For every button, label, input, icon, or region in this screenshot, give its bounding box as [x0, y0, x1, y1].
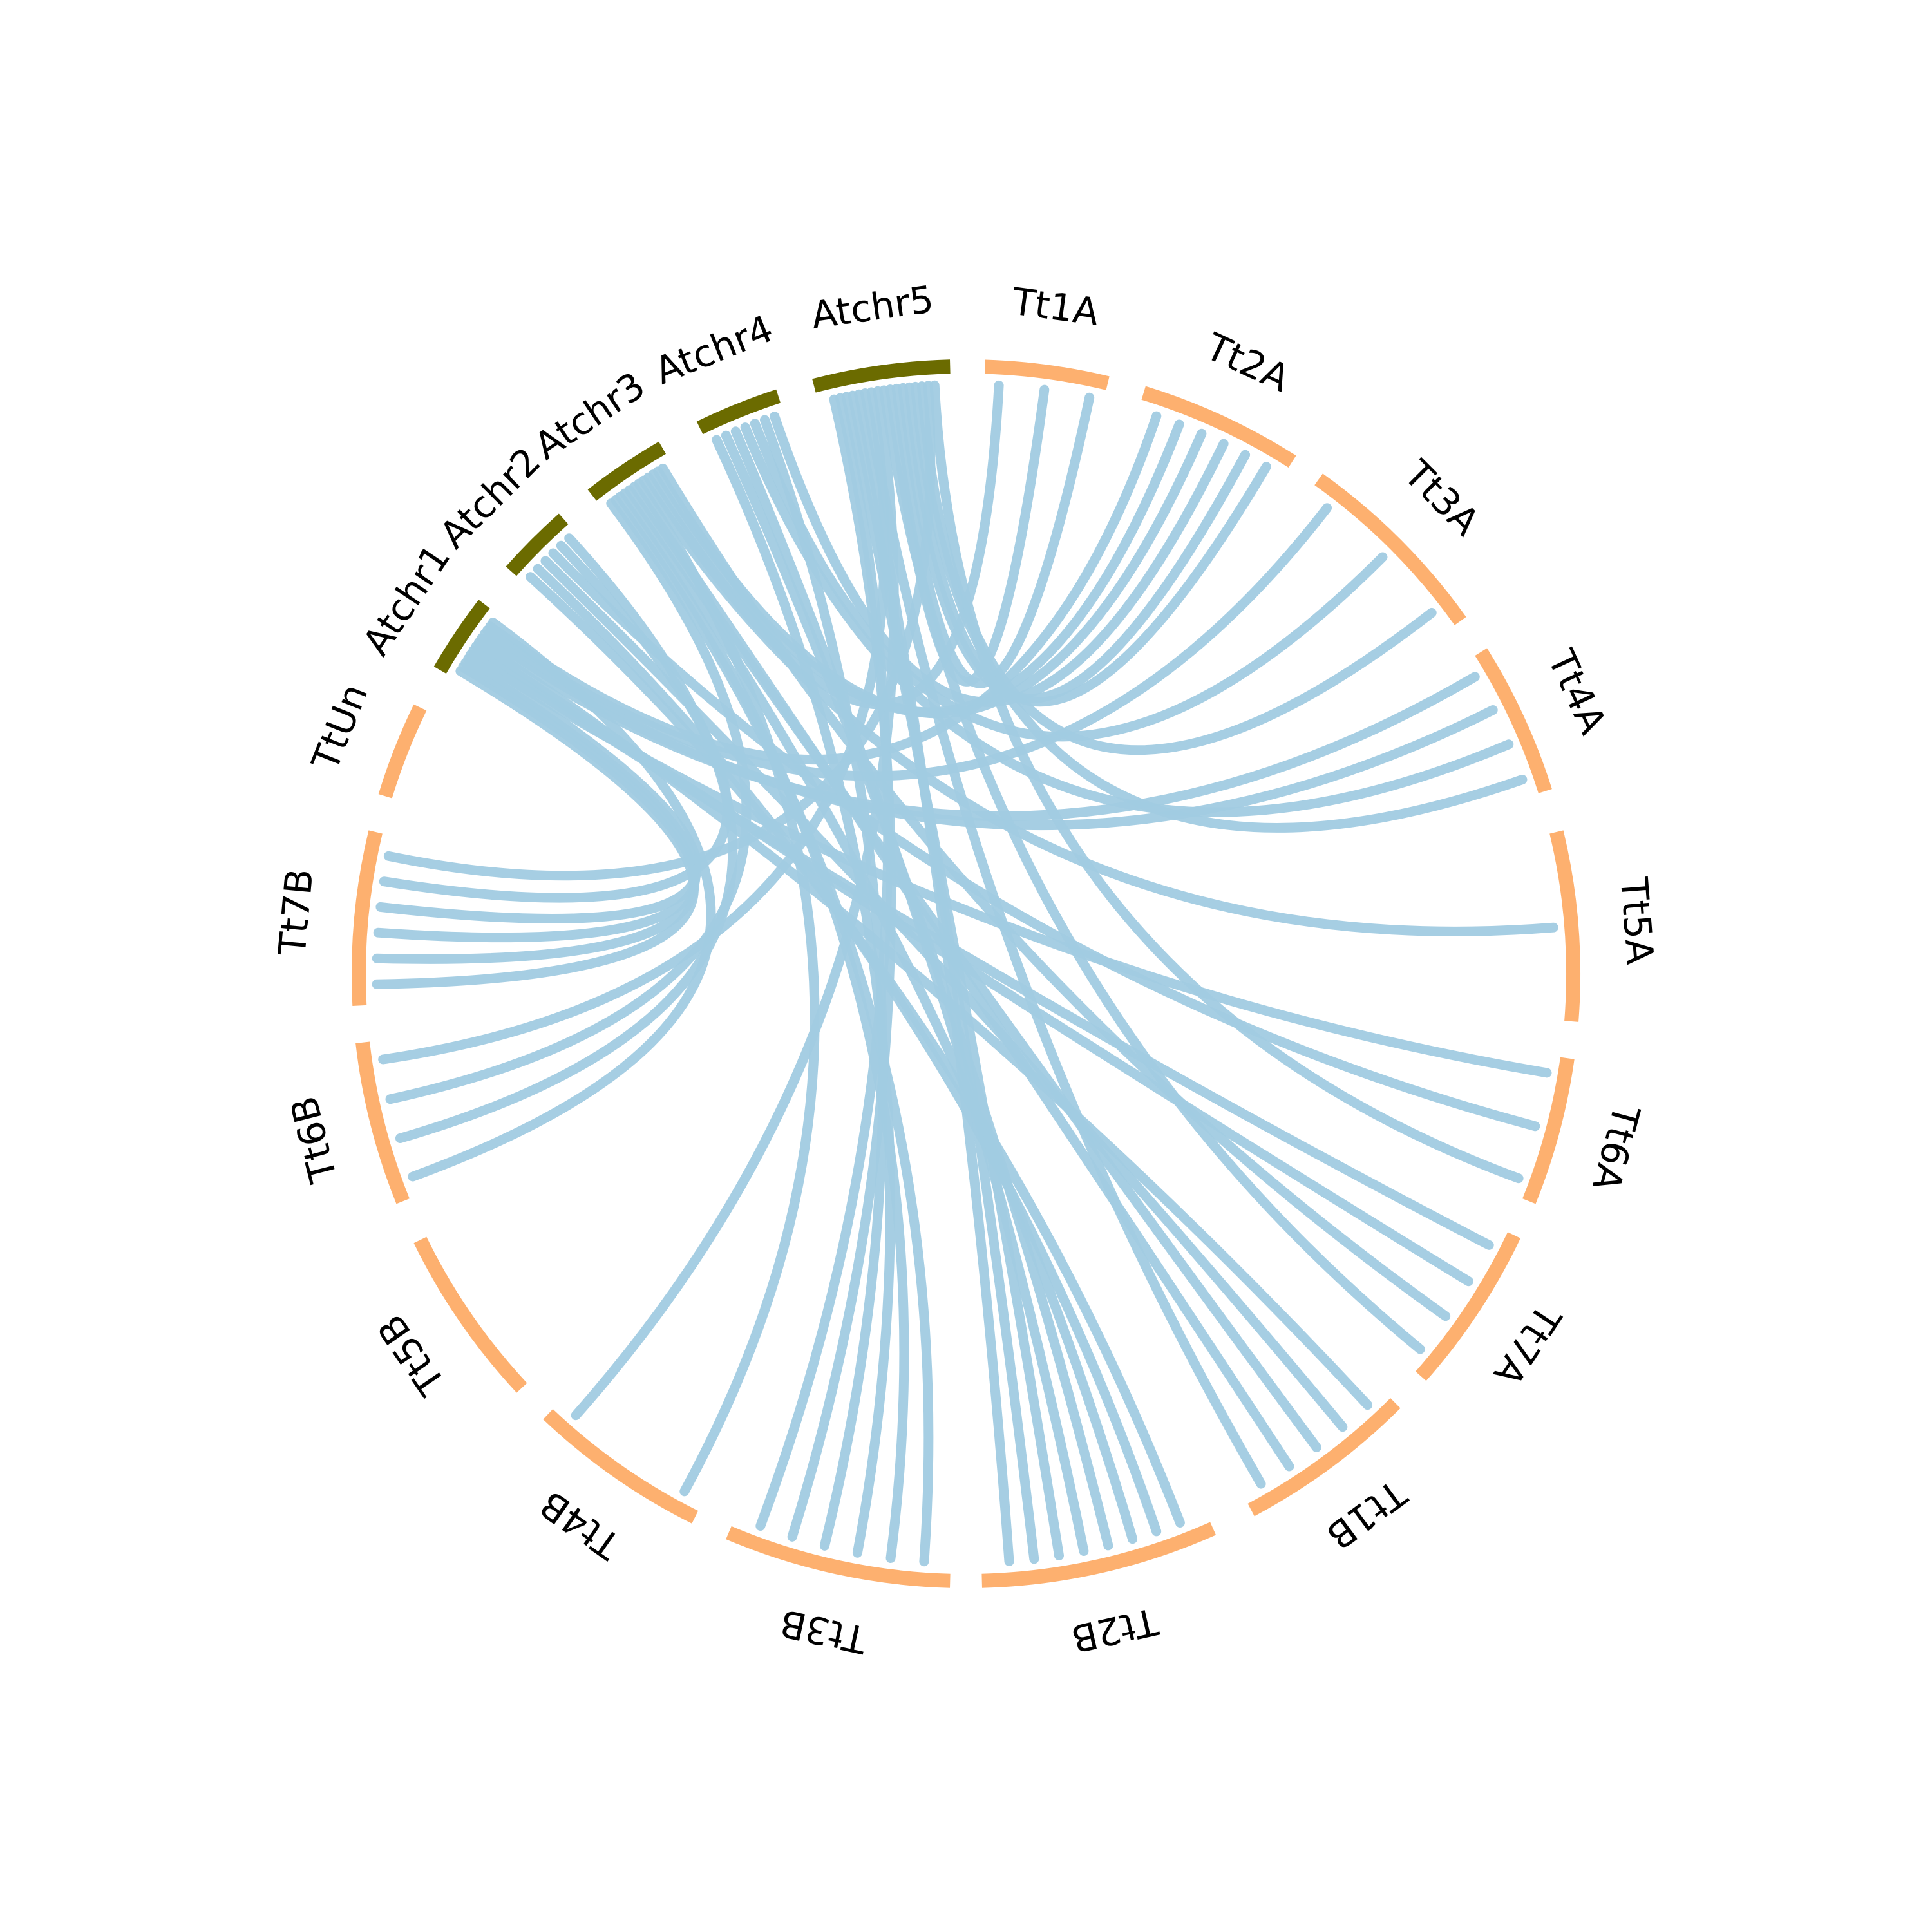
segment-Tt7B: [352, 830, 383, 1006]
segment-label-Tt6A: Tt6A: [1584, 1100, 1649, 1196]
segment-Atchr5: [812, 359, 951, 393]
segment-label-Tt1B: Tt1B: [1318, 1471, 1415, 1558]
segment-label-Tt1A: Tt1A: [1009, 279, 1102, 335]
segment-Tt5A: [1549, 830, 1580, 1022]
segment-label-Tt7B: Tt7B: [270, 867, 321, 958]
segment-Atchr2: [506, 513, 569, 576]
segment-Tt6A: [1522, 1057, 1575, 1204]
link-Atchr1-Tt7B-3: [375, 654, 702, 923]
segment-Tt4A: [1475, 648, 1552, 793]
segment-label-Tt7A: Tt7A: [1485, 1296, 1570, 1394]
link-Atchr5-Tt6A-54: [929, 380, 1524, 1184]
segment-Tt2B: [981, 1522, 1217, 1588]
link-Atchr5-Tt7B-53: [383, 381, 936, 881]
segment-Atchr1: [433, 600, 490, 674]
segment-Tt6B: [355, 1041, 410, 1204]
link-Atchr5-Tt3B-39: [755, 393, 893, 1531]
segment-label-Tt4A: Tt4A: [1539, 643, 1615, 741]
segment-Tt1B: [1247, 1398, 1401, 1517]
segment-Tt1A: [985, 359, 1110, 390]
link-Atchr5-Tt3A-52: [917, 381, 1437, 755]
link-Atchr2-Tt7B-17: [379, 540, 732, 903]
link-Atchr2-Tt6A-16: [548, 548, 1540, 1132]
segment-Atchr4: [696, 389, 781, 435]
link-Atchr5-Tt4B-45: [571, 386, 899, 1421]
link-Atchr3-Tt4B-25: [634, 478, 820, 1497]
segment-Tt3A: [1314, 473, 1466, 625]
segment-label-Tt4B: Tt4B: [532, 1482, 629, 1568]
segment-label-Tt3B: Tt3B: [776, 1601, 871, 1662]
link-Atchr2-Tt2B-14: [533, 564, 1162, 1537]
segment-TtUn: [378, 704, 427, 799]
link-Atchr3-Tt6B-19: [385, 498, 752, 1104]
link-Atchr5-Tt1B-43: [860, 388, 1266, 1489]
link-Atchr4-Tt2A-37: [770, 412, 1229, 707]
segment-label-Atchr4: Atchr4: [649, 307, 779, 393]
link-Atchr1-Tt4A-9: [479, 629, 1498, 830]
segment-Tt7A: [1416, 1232, 1521, 1381]
link-Atchr5-Tt1A-48: [891, 383, 1095, 688]
link-Atchr1-Tt2A-11: [485, 411, 1162, 765]
link-Atchr4-Tt2B-33: [730, 426, 1089, 1556]
segment-label-Tt2A: Tt2A: [1198, 324, 1296, 401]
segment-Tt2A: [1141, 386, 1296, 468]
link-Atchr3-Tt3B-21: [615, 491, 909, 1563]
segments-layer: [352, 359, 1580, 1588]
segment-label-Atchr5: Atchr5: [808, 277, 936, 337]
segment-label-Tt5B: Tt5B: [369, 1307, 455, 1403]
segment-label-Tt6B: Tt6B: [282, 1092, 346, 1187]
segment-label-Atchr1: Atchr1: [354, 536, 459, 663]
segment-label-Tt5A: Tt5A: [1612, 875, 1662, 966]
segment-label-Tt3A: Tt3A: [1396, 451, 1488, 544]
segment-label-Atchr2: Atchr2: [431, 439, 549, 557]
link-Atchr5-Tt6B-44: [378, 387, 890, 1065]
segment-Tt5B: [413, 1236, 527, 1393]
segment-Tt3B: [726, 1526, 951, 1588]
segment-label-Tt2B: Tt2B: [1067, 1599, 1162, 1661]
segment-Tt4B: [543, 1409, 699, 1524]
links-layer: [372, 380, 1558, 1567]
segment-Atchr3: [587, 441, 667, 501]
segment-label-Atchr3: Atchr3: [526, 363, 652, 468]
segment-label-TtUn: TtUn: [303, 678, 377, 777]
